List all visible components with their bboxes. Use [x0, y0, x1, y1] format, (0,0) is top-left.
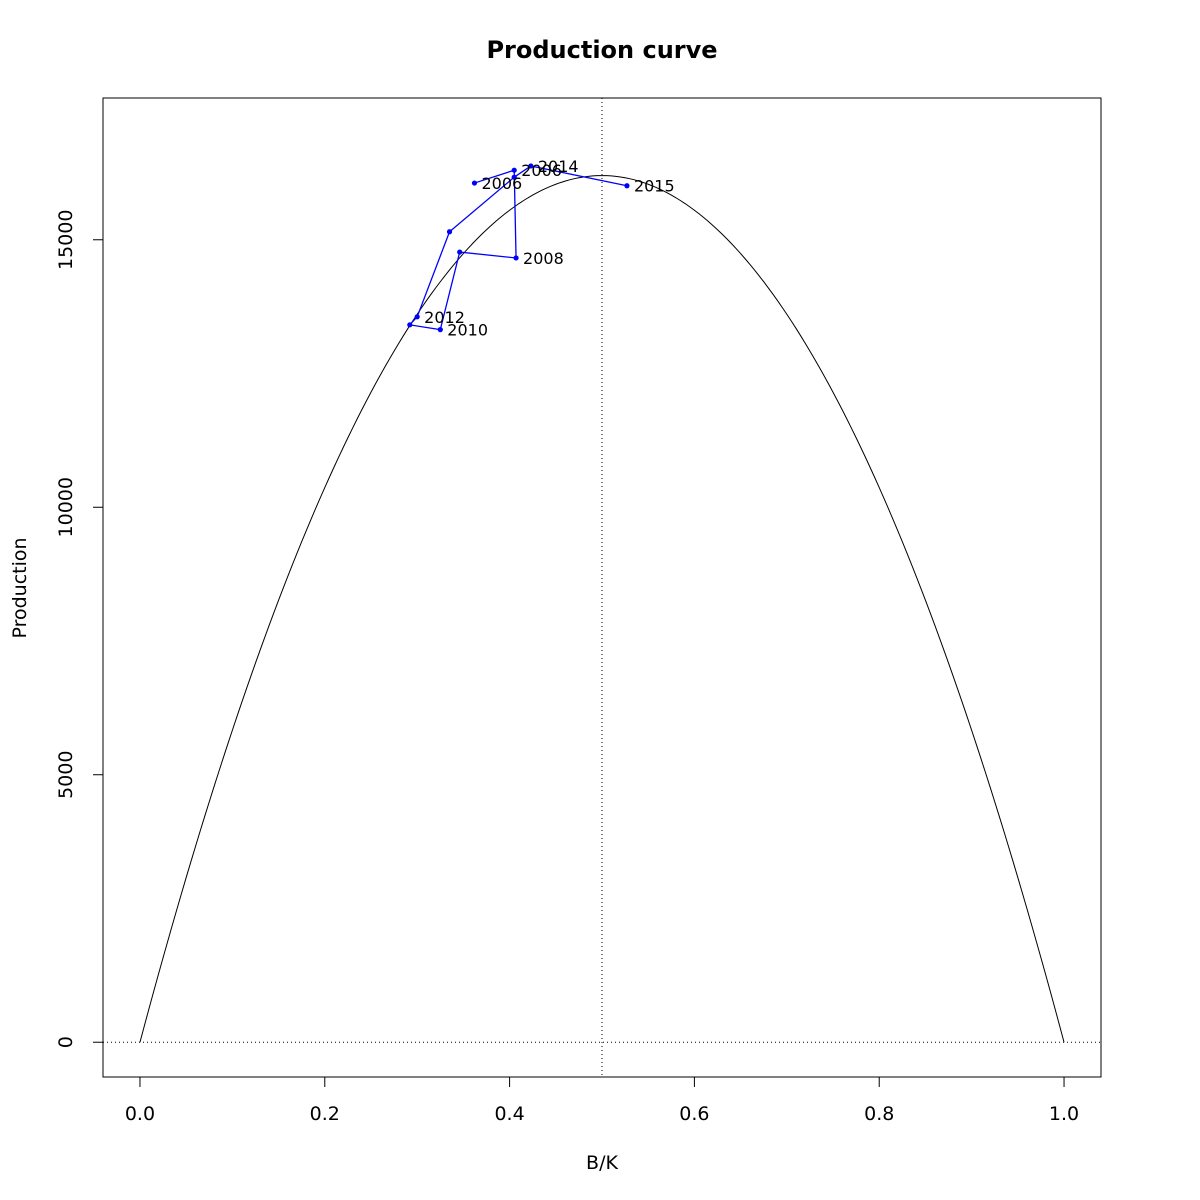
x-tick-label: 0.6 [679, 1103, 709, 1125]
trajectory-point [446, 229, 453, 235]
chart-title: Production curve [486, 36, 717, 64]
trajectory-point [414, 314, 420, 320]
trajectory-point [511, 167, 517, 173]
y-axis-label: Production [9, 537, 31, 638]
production-curve [139, 175, 1065, 1043]
y-tick-label: 5000 [55, 751, 77, 799]
trajectory-point-label: 2006 [521, 161, 562, 180]
trajectory-point-label: 2015 [634, 177, 675, 196]
x-axis-label: B/K [586, 1152, 618, 1174]
trajectory-point-label: 2014 [538, 157, 579, 176]
trajectory [407, 163, 630, 333]
trajectory-point-label: 2012 [424, 308, 465, 327]
y-tick-label: 10000 [55, 477, 77, 537]
trajectory-point [511, 174, 517, 180]
trajectory-point-label: 2010 [447, 321, 488, 340]
trajectory-point [407, 322, 413, 328]
x-tick-label: 1.0 [1049, 1103, 1079, 1125]
production-curve-line [139, 175, 1065, 1043]
trajectory-point [513, 255, 519, 261]
trajectory-point [437, 327, 443, 333]
trajectory-point-label: 2006 [481, 174, 522, 193]
x-tick-label: 0.2 [310, 1103, 340, 1125]
x-axis: 0.0 0.2 0.4 0.6 0.8 1.0 [125, 1076, 1079, 1125]
x-tick-label: 0.8 [864, 1103, 894, 1125]
x-tick-label: 0.4 [494, 1103, 524, 1125]
trajectory-point-label: 2008 [523, 249, 564, 268]
trajectory-point [624, 183, 630, 189]
x-tick-label: 0.0 [125, 1103, 155, 1125]
trajectory-point [457, 249, 463, 255]
trajectory-point [471, 180, 478, 186]
y-axis: 0 5000 10000 15000 [55, 210, 104, 1048]
reference-lines [103, 98, 1101, 1077]
trajectory-point [528, 163, 534, 169]
y-tick-label: 15000 [55, 210, 77, 270]
y-tick-label: 0 [55, 1036, 77, 1048]
